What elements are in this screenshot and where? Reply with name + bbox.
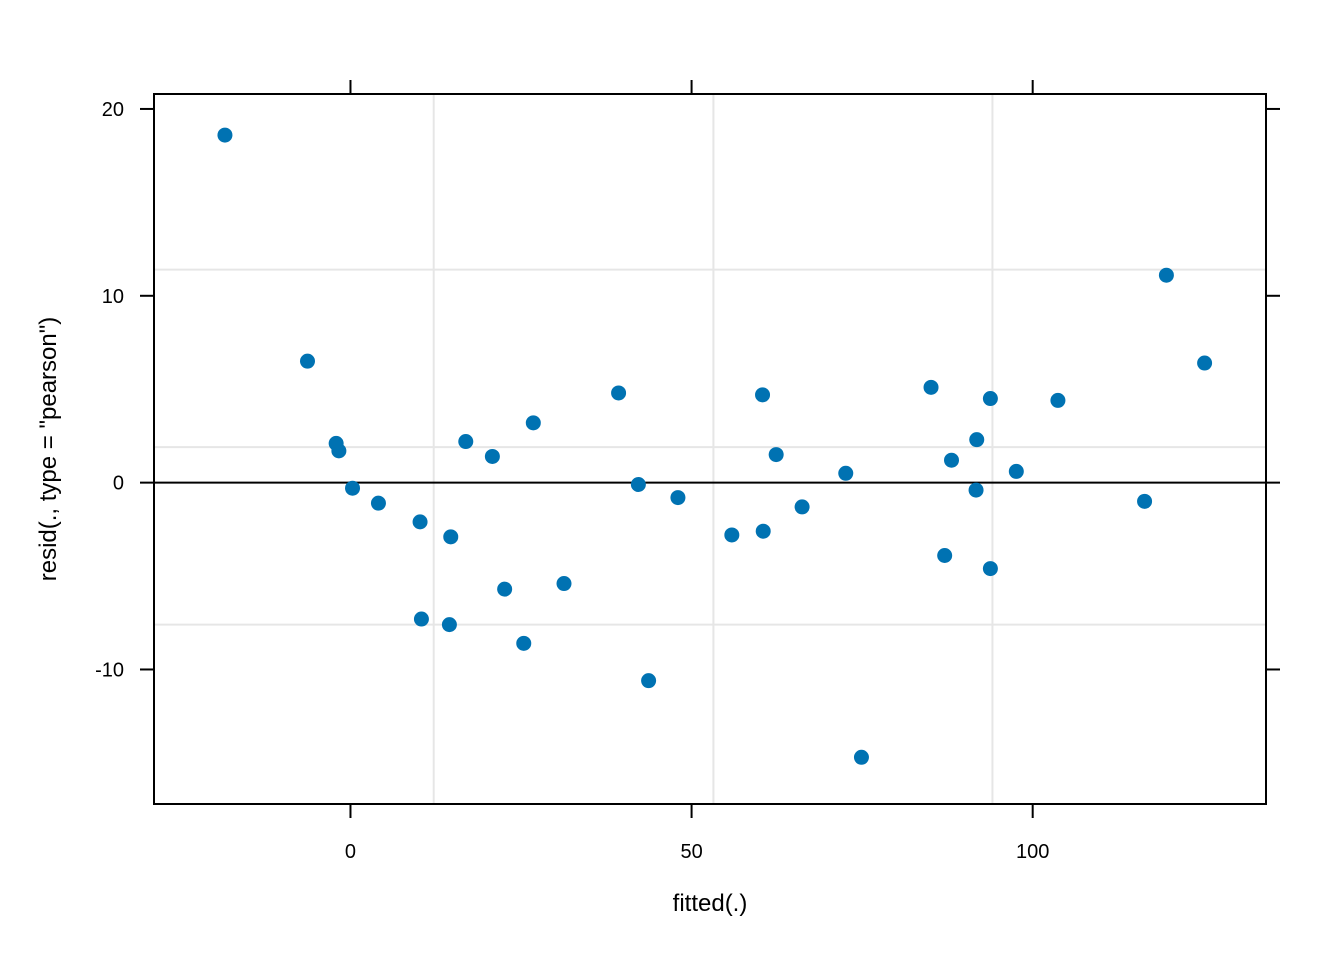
data-point-28 (937, 548, 953, 563)
data-point-23 (768, 447, 784, 463)
data-point-7 (413, 611, 429, 627)
data-point-6 (412, 514, 428, 530)
data-point-9 (441, 617, 457, 633)
data-point-18 (641, 673, 657, 689)
data-point-38 (1197, 355, 1213, 371)
grid (154, 94, 1266, 804)
data-point-36 (1137, 493, 1153, 509)
data-point-1 (299, 353, 315, 369)
data-point-33 (982, 561, 998, 577)
y-tick-label-2: 10 (102, 286, 124, 308)
data-point-27 (923, 379, 939, 395)
data-point-16 (611, 385, 627, 401)
axis-ticks: 0 50 100 -10 0 10 20 (95, 80, 1280, 863)
data-point-30 (969, 432, 985, 448)
data-point-17 (630, 477, 646, 492)
y-tick-label-0: -10 (95, 659, 124, 681)
x-tick-label-2: 100 (1016, 841, 1049, 863)
data-point-3 (331, 443, 347, 459)
data-points (217, 127, 1213, 765)
data-point-14 (525, 415, 541, 431)
data-point-11 (484, 448, 500, 464)
data-point-22 (755, 523, 771, 539)
data-point-13 (516, 635, 532, 651)
data-point-21 (755, 387, 771, 403)
data-point-32 (982, 391, 998, 407)
y-tick-label-3: 20 (102, 99, 124, 121)
data-point-25 (838, 465, 854, 481)
data-point-34 (1008, 463, 1024, 479)
data-point-37 (1158, 267, 1174, 283)
data-point-4 (345, 480, 361, 496)
y-axis-title: resid(., type = "pearson") (35, 317, 62, 582)
data-point-20 (724, 527, 740, 543)
data-point-5 (370, 495, 386, 511)
data-point-31 (968, 482, 984, 498)
data-point-10 (458, 434, 474, 450)
y-tick-label-1: 0 (113, 473, 124, 495)
data-point-15 (556, 576, 572, 592)
x-tick-label-0: 0 (345, 841, 356, 863)
data-point-24 (794, 499, 810, 515)
data-point-12 (497, 581, 513, 597)
data-point-29 (944, 452, 960, 468)
data-point-19 (670, 490, 686, 506)
data-point-0 (217, 127, 233, 143)
plot-frame (153, 93, 1267, 805)
data-point-8 (443, 529, 459, 545)
data-point-35 (1050, 392, 1066, 408)
x-axis-title: fitted(.) (673, 890, 748, 917)
x-tick-label-1: 50 (680, 841, 702, 863)
data-point-26 (853, 749, 869, 765)
